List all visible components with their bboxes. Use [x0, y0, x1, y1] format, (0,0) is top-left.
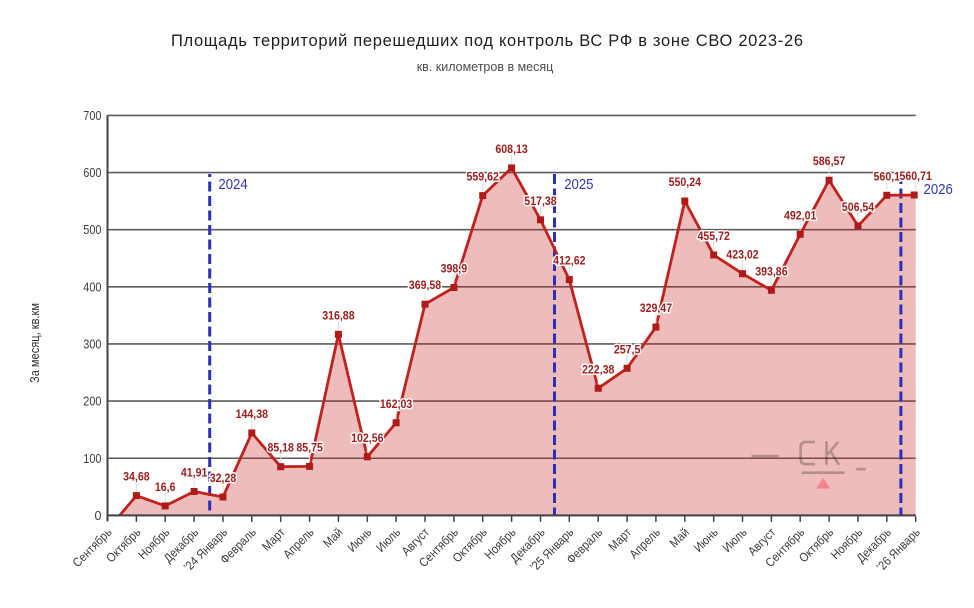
svg-text:кв. километров в месяц: кв. километров в месяц — [417, 60, 554, 74]
svg-text:300: 300 — [83, 338, 101, 352]
svg-text:144,38: 144,38 — [236, 407, 269, 421]
svg-text:За месяц, кв.км: За месяц, кв.км — [28, 303, 42, 383]
svg-text:2025: 2025 — [564, 177, 593, 193]
svg-text:0: 0 — [95, 509, 102, 523]
svg-text:85,75: 85,75 — [296, 440, 323, 454]
svg-text:559,62: 559,62 — [467, 170, 500, 184]
svg-text:85,18: 85,18 — [267, 441, 294, 455]
svg-text:329,47: 329,47 — [640, 301, 673, 315]
svg-text:Площадь территорий перешедших: Площадь территорий перешедших под контро… — [171, 32, 803, 50]
svg-text:608,13: 608,13 — [495, 142, 528, 156]
svg-text:257,5: 257,5 — [614, 342, 641, 356]
svg-text:560,71: 560,71 — [900, 169, 933, 183]
svg-text:492,01: 492,01 — [784, 208, 817, 222]
svg-text:316,88: 316,88 — [322, 308, 355, 322]
svg-text:500: 500 — [83, 223, 101, 237]
svg-text:600: 600 — [83, 166, 101, 180]
svg-text:100: 100 — [83, 452, 101, 466]
svg-text:586,57: 586,57 — [813, 154, 846, 168]
svg-text:41,91: 41,91 — [181, 466, 208, 480]
svg-text:2024: 2024 — [218, 177, 247, 193]
svg-text:393,86: 393,86 — [755, 264, 788, 278]
svg-text:102,56: 102,56 — [351, 431, 384, 445]
svg-text:398,9: 398,9 — [441, 262, 468, 276]
svg-text:162,03: 162,03 — [380, 397, 413, 411]
svg-text:16,6: 16,6 — [155, 480, 176, 494]
svg-text:2026: 2026 — [924, 182, 953, 198]
svg-text:560,1: 560,1 — [874, 169, 901, 183]
svg-text:222,38: 222,38 — [582, 362, 615, 376]
svg-text:34,68: 34,68 — [123, 470, 150, 484]
svg-text:506,54: 506,54 — [842, 200, 875, 214]
svg-text:517,38: 517,38 — [524, 194, 557, 208]
svg-text:200: 200 — [83, 395, 101, 409]
svg-text:400: 400 — [83, 280, 101, 294]
svg-text:412,62: 412,62 — [553, 254, 586, 268]
svg-text:700: 700 — [83, 109, 101, 123]
svg-text:369,58: 369,58 — [409, 278, 442, 292]
svg-text:423,02: 423,02 — [726, 248, 759, 262]
svg-text:550,24: 550,24 — [669, 175, 702, 189]
svg-text:455,72: 455,72 — [698, 229, 731, 243]
svg-text:32,28: 32,28 — [210, 471, 237, 485]
